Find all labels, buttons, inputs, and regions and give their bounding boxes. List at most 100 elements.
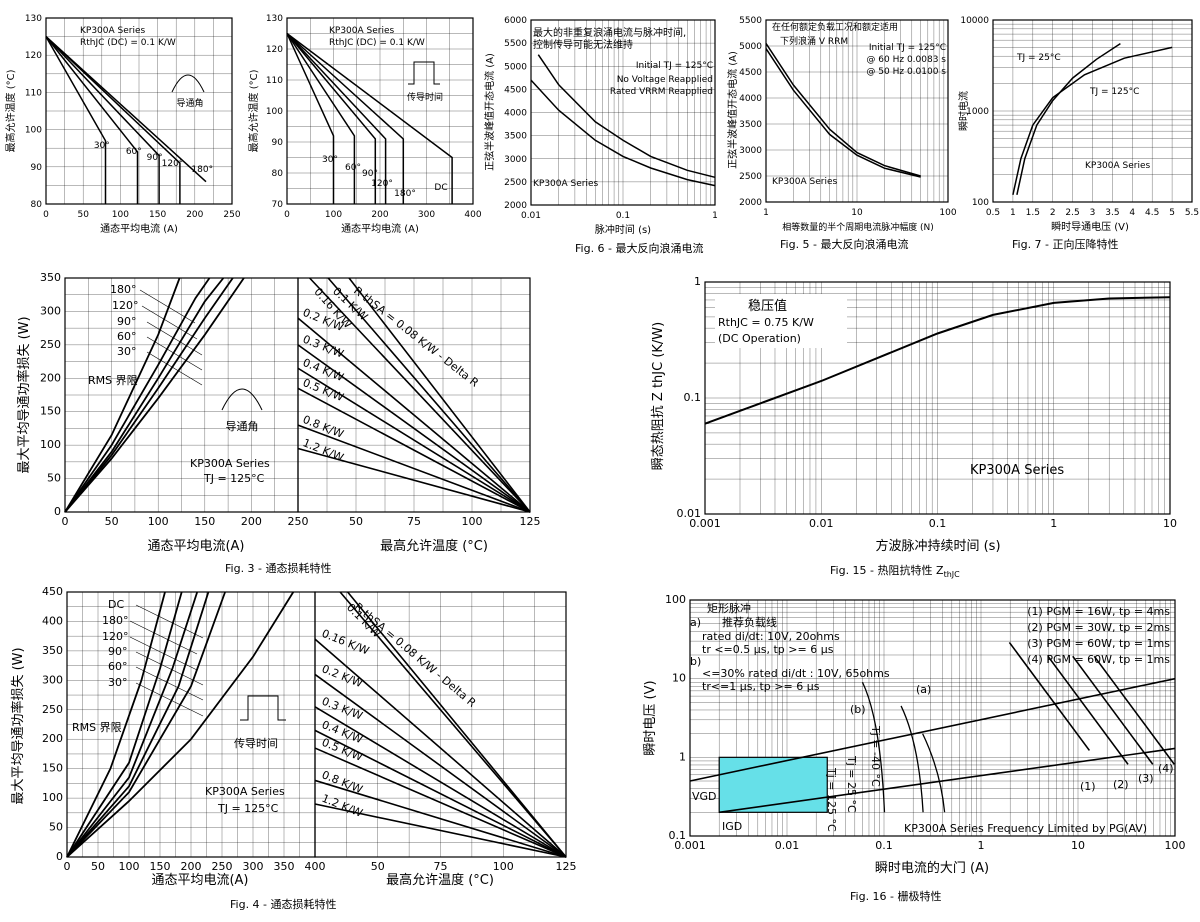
chart-junction-temp-conduction-time: 0 100 200 300 400 70 80 90 100 110 120 130 30° 60° 90°… xyxy=(245,0,495,240)
series-label: 30° xyxy=(108,676,128,689)
y-axis-label: 正弦半波峰值开态电流 (A) xyxy=(726,51,739,169)
heatsink-label: 0.2 K/W xyxy=(320,662,365,690)
series-label: 90° xyxy=(362,169,378,179)
x-axis-label: 瞬时电流的大门 (A) xyxy=(875,860,989,876)
conduction-angle-waveform xyxy=(171,74,205,93)
note-a-line2: tr <=0.5 μs, tp >= 6 μs xyxy=(702,643,834,656)
y-tick-label: 2500 xyxy=(739,172,762,182)
series-line xyxy=(286,32,387,204)
y-tick-label: 100 xyxy=(40,438,61,451)
heatsink-label: 0.16 K/W xyxy=(320,627,371,658)
x-tick-label: 200 xyxy=(371,210,388,220)
x-tick-label: 2.5 xyxy=(1065,208,1079,218)
series-line xyxy=(286,33,335,204)
x-axis-label: 脉冲时间 (s) xyxy=(595,223,651,236)
series-line xyxy=(719,747,1176,814)
y-tick-label: 120 xyxy=(266,45,283,55)
surge-note-line1: 在任何额定负载工况和额定适用 xyxy=(772,21,898,33)
caption-fig7: Fig. 7 - 正向压降特性 xyxy=(1012,238,1119,251)
series-label: 120° xyxy=(102,630,129,643)
plot-frame xyxy=(689,599,1176,837)
y-tick-label: 300 xyxy=(42,673,63,686)
series-label-leader xyxy=(129,620,198,655)
series-label: 90° xyxy=(108,645,128,658)
plot-frame xyxy=(286,17,474,205)
heatsink-line xyxy=(297,344,531,513)
initial-tj-note: Initial TJ = 125°C xyxy=(636,61,713,71)
heatsink-line xyxy=(314,747,567,858)
plot-frame xyxy=(704,281,1171,515)
temp-curve xyxy=(922,733,946,813)
series-label-leader xyxy=(146,336,203,371)
caption-fig4: Fig. 4 - 通态损耗特性 xyxy=(230,898,337,911)
y-tick-label: 300 xyxy=(40,304,61,317)
x-tick-label: 0.1 xyxy=(875,839,893,852)
frequency-limit-label: KP300A Series Frequency Limited by PG(AV… xyxy=(904,822,1147,835)
line-1-label: (1) xyxy=(1080,780,1096,793)
vgd-label: VGD xyxy=(692,790,717,803)
power-limit-line xyxy=(1008,641,1091,751)
y-tick-label: 150 xyxy=(42,762,63,775)
y-tick-label: 110 xyxy=(25,88,42,98)
rthjc-value: RthJC = 0.75 K/W xyxy=(718,316,814,329)
junction-temp-label: TJ = 125°C xyxy=(217,802,279,815)
series-label: 60° xyxy=(126,147,142,157)
y-axis-label: 瞬时电流 xyxy=(957,91,970,131)
x-tick-label: 150 xyxy=(194,515,215,528)
series-line xyxy=(66,591,199,858)
chart-surge-current-cycles: 1 10 100 2000 2500 3000 3500 4000 4500 5000 5500 正弦… xyxy=(726,0,958,240)
heatsink-label: R thSA = 0.08 K/W - Delta R xyxy=(351,284,481,390)
x-tick-label: 1 xyxy=(1010,208,1016,218)
initial-tj-note: Initial TJ = 125°C xyxy=(869,43,946,53)
x2-tick-label: 50 xyxy=(349,515,363,528)
heatsink-line xyxy=(297,424,531,513)
y-tick-label: 100 xyxy=(266,107,283,117)
heatsink-line xyxy=(348,277,531,513)
x-tick-label: 400 xyxy=(305,860,326,873)
conduction-angle-waveform xyxy=(221,388,263,411)
line-2-label: (2) xyxy=(1113,778,1129,791)
no-voltage-label: No Voltage Reapplied xyxy=(617,75,713,85)
chart-power-loss-conduction-angle: 0 50 100 150 200 250 0 50 100 150 200 250 300 350 50 75… xyxy=(0,262,570,572)
y-tick-label: 130 xyxy=(266,14,283,24)
heatsink-line xyxy=(297,447,531,513)
series-line xyxy=(66,591,210,858)
series-line xyxy=(689,677,1176,782)
heatsink-line xyxy=(327,277,531,513)
caption-fig16: Fig. 16 - 栅极特性 xyxy=(850,890,942,903)
series-line xyxy=(45,36,160,204)
series-label-leader xyxy=(146,321,203,356)
y-tick-label: 10 xyxy=(672,672,686,685)
x-tick-label: 0 xyxy=(43,210,49,220)
series-line xyxy=(66,591,166,858)
y-axis-label: 瞬时电压 (V) xyxy=(643,680,658,755)
series-title: KP300A Series xyxy=(80,26,146,36)
y-tick-label: 100 xyxy=(25,126,42,136)
temp-curve xyxy=(900,705,924,813)
y-tick-label: 90 xyxy=(31,163,43,173)
thermal-resistance-note: RthJC (DC) = 0.1 K/W xyxy=(80,38,176,48)
x-tick-label: 4.5 xyxy=(1145,208,1159,218)
y-tick-label: 5500 xyxy=(739,16,762,26)
x-axis-label: 通态平均电流 (A) xyxy=(100,222,178,235)
y-axis-label: 最大平均导通功率损失 (W) xyxy=(10,647,26,804)
x-tick-label: 1 xyxy=(763,208,769,218)
x2-tick-label: 100 xyxy=(462,515,483,528)
series-line xyxy=(286,33,377,204)
heatsink-line xyxy=(314,673,567,858)
series-label-leader xyxy=(139,289,196,324)
x-tick-label: 300 xyxy=(243,860,264,873)
x-tick-label: 100 xyxy=(148,515,169,528)
x-tick-label: 2 xyxy=(1050,208,1056,218)
x-tick-label: 4 xyxy=(1129,208,1135,218)
heatsink-line xyxy=(339,591,567,858)
series-label-leader xyxy=(129,636,198,671)
series-label-leader xyxy=(146,351,203,386)
series-label: 120° xyxy=(112,299,139,312)
caption-fig15-text: Fig. 15 - 热阻抗特性 Z xyxy=(830,564,944,577)
series-line xyxy=(765,48,921,178)
conduction-angle-label: 导通角 xyxy=(176,97,203,109)
power-limit-line xyxy=(1093,655,1175,765)
rated-vrrm-label: Rated VRRM Reapplied xyxy=(610,87,713,97)
x-tick-label: 3.5 xyxy=(1105,208,1119,218)
